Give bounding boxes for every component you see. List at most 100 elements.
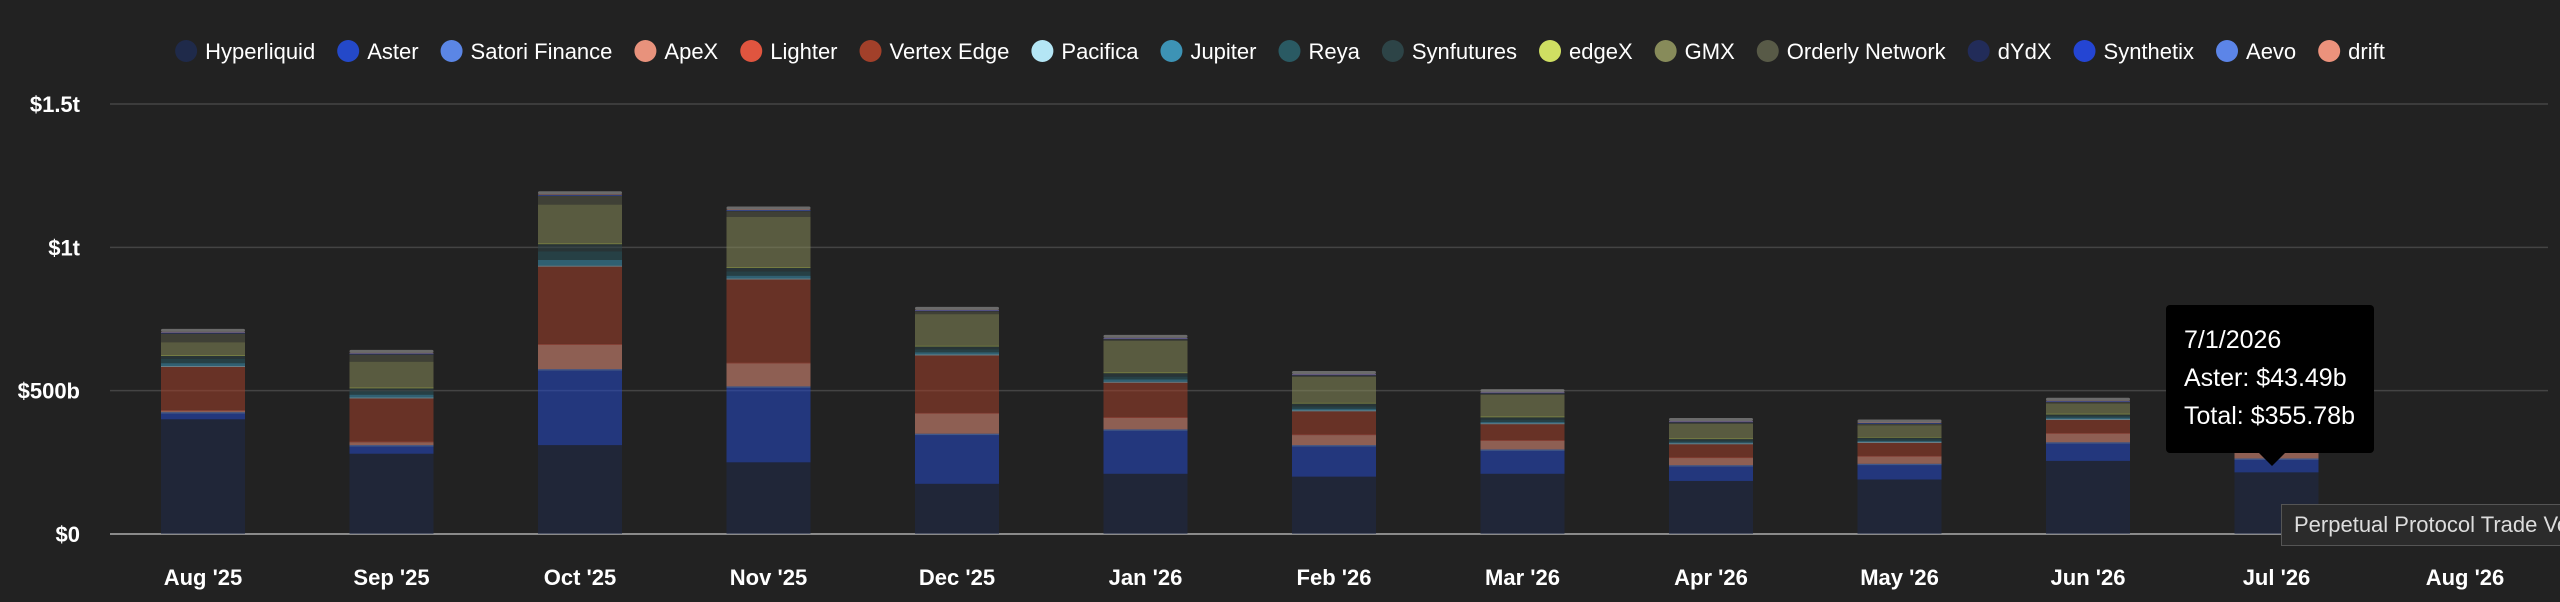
bar-segment[interactable] <box>726 211 811 217</box>
bar-segment[interactable] <box>2234 459 2319 473</box>
bar-segment[interactable] <box>161 358 245 364</box>
bar-segment[interactable] <box>726 462 811 534</box>
bar-segment[interactable] <box>915 412 999 414</box>
bar-segment[interactable] <box>1857 436 1942 438</box>
bar-segment[interactable] <box>915 345 999 347</box>
bar-segment[interactable] <box>2046 419 2130 420</box>
bar-segment[interactable] <box>538 259 622 266</box>
bar-segment[interactable] <box>349 394 434 398</box>
bar-segment[interactable] <box>726 216 811 268</box>
bar-stack[interactable] <box>726 206 811 534</box>
bar-segment[interactable] <box>1669 466 1753 481</box>
bar-segment[interactable] <box>1480 416 1565 418</box>
bar-segment[interactable] <box>1669 465 1753 467</box>
bar-segment[interactable] <box>161 363 245 367</box>
bar-segment[interactable] <box>1292 375 1376 377</box>
bar-segment[interactable] <box>726 363 811 387</box>
bar-segment[interactable] <box>915 310 999 311</box>
bar-segment[interactable] <box>538 370 622 446</box>
bar-segment[interactable] <box>1857 479 1942 534</box>
bar-segment[interactable] <box>161 331 245 333</box>
bar-segment[interactable] <box>1103 379 1188 382</box>
bar-segment[interactable] <box>1857 437 1942 440</box>
bar-segment[interactable] <box>915 435 999 484</box>
bar-segment[interactable] <box>1480 393 1565 395</box>
bar-segment[interactable] <box>726 387 811 463</box>
bar-segment[interactable] <box>349 445 434 447</box>
bar-segment[interactable] <box>161 413 245 420</box>
bar-segment[interactable] <box>1103 339 1188 341</box>
bar-segment[interactable] <box>2046 401 2130 402</box>
legend-item[interactable]: Aster <box>337 39 419 64</box>
bar-segment[interactable] <box>1669 458 1753 466</box>
bar-segment[interactable] <box>915 413 999 434</box>
bar-segment[interactable] <box>1103 373 1188 377</box>
bar-segment[interactable] <box>1669 457 1753 459</box>
bar-segment[interactable] <box>726 279 811 363</box>
bar-segment[interactable] <box>915 352 999 355</box>
bar-segment[interactable] <box>1857 422 1942 423</box>
bar-segment[interactable] <box>2046 460 2130 534</box>
bar-stack[interactable] <box>161 328 245 534</box>
bar-segment[interactable] <box>726 271 811 276</box>
bar-segment[interactable] <box>349 453 434 534</box>
bar-segment[interactable] <box>1669 480 1753 534</box>
bar-segment[interactable] <box>1480 417 1565 420</box>
bar-segment[interactable] <box>915 483 999 534</box>
bar-segment[interactable] <box>1103 338 1188 339</box>
bar-segment[interactable] <box>1292 476 1376 534</box>
bar-segment[interactable] <box>1292 410 1376 412</box>
bar-segment[interactable] <box>349 353 434 355</box>
bar-segment[interactable] <box>161 342 245 356</box>
bar-segment[interactable] <box>1857 425 1942 437</box>
bar-segment[interactable] <box>1480 421 1565 424</box>
bar-segment[interactable] <box>1669 442 1753 444</box>
bar-segment[interactable] <box>1857 442 1942 456</box>
bar-stack[interactable] <box>2046 397 2130 534</box>
bar-segment[interactable] <box>538 204 622 244</box>
bar-segment[interactable] <box>2046 433 2130 443</box>
bar-segment[interactable] <box>538 445 622 534</box>
bar-segment[interactable] <box>538 243 622 245</box>
bar-segment[interactable] <box>1857 422 1942 424</box>
bar-segment[interactable] <box>1669 421 1753 423</box>
bar-segment[interactable] <box>1480 392 1565 393</box>
bar-segment[interactable] <box>1857 440 1942 442</box>
bar-segment[interactable] <box>1857 439 1942 441</box>
bar-segment[interactable] <box>1480 392 1565 394</box>
bar-segment[interactable] <box>349 388 434 392</box>
bar-segment[interactable] <box>2046 401 2130 403</box>
bar-segment[interactable] <box>2046 403 2130 414</box>
bar-segment[interactable] <box>915 314 999 346</box>
bar-segment[interactable] <box>1669 440 1753 443</box>
bar-segment[interactable] <box>538 195 622 197</box>
bar-segment[interactable] <box>161 366 245 367</box>
legend-item[interactable]: ApeX <box>634 39 719 64</box>
bar-segment[interactable] <box>726 210 811 211</box>
legend-item[interactable]: Satori Finance <box>440 39 613 64</box>
bar-segment[interactable] <box>349 387 434 389</box>
bar-segment[interactable] <box>1292 374 1376 376</box>
bar-segment[interactable] <box>538 194 622 196</box>
bar-segment[interactable] <box>1480 394 1565 417</box>
bar-segment[interactable] <box>538 244 622 252</box>
legend-item[interactable]: Aevo <box>2216 39 2296 64</box>
bar-segment[interactable] <box>349 446 434 454</box>
bar-segment[interactable] <box>1669 438 1753 440</box>
bar-segment[interactable] <box>1480 450 1565 474</box>
bar-segment[interactable] <box>1857 423 1942 426</box>
bar-stack[interactable] <box>1669 418 1753 534</box>
bar-segment[interactable] <box>2046 417 2130 420</box>
bar-segment[interactable] <box>349 391 434 395</box>
bar-segment[interactable] <box>1857 423 1942 424</box>
bar-segment[interactable] <box>1103 430 1188 474</box>
legend-item[interactable]: Pacifica <box>1031 39 1139 64</box>
bar-segment[interactable] <box>1480 423 1565 425</box>
bar-segment[interactable] <box>1669 444 1753 458</box>
legend-item[interactable]: GMX <box>1654 39 1735 64</box>
bar-segment[interactable] <box>2046 419 2130 433</box>
bar-segment[interactable] <box>161 355 245 356</box>
bar-segment[interactable] <box>161 366 245 410</box>
legend-item[interactable]: Jupiter <box>1160 39 1256 64</box>
bar-segment[interactable] <box>1103 382 1188 418</box>
